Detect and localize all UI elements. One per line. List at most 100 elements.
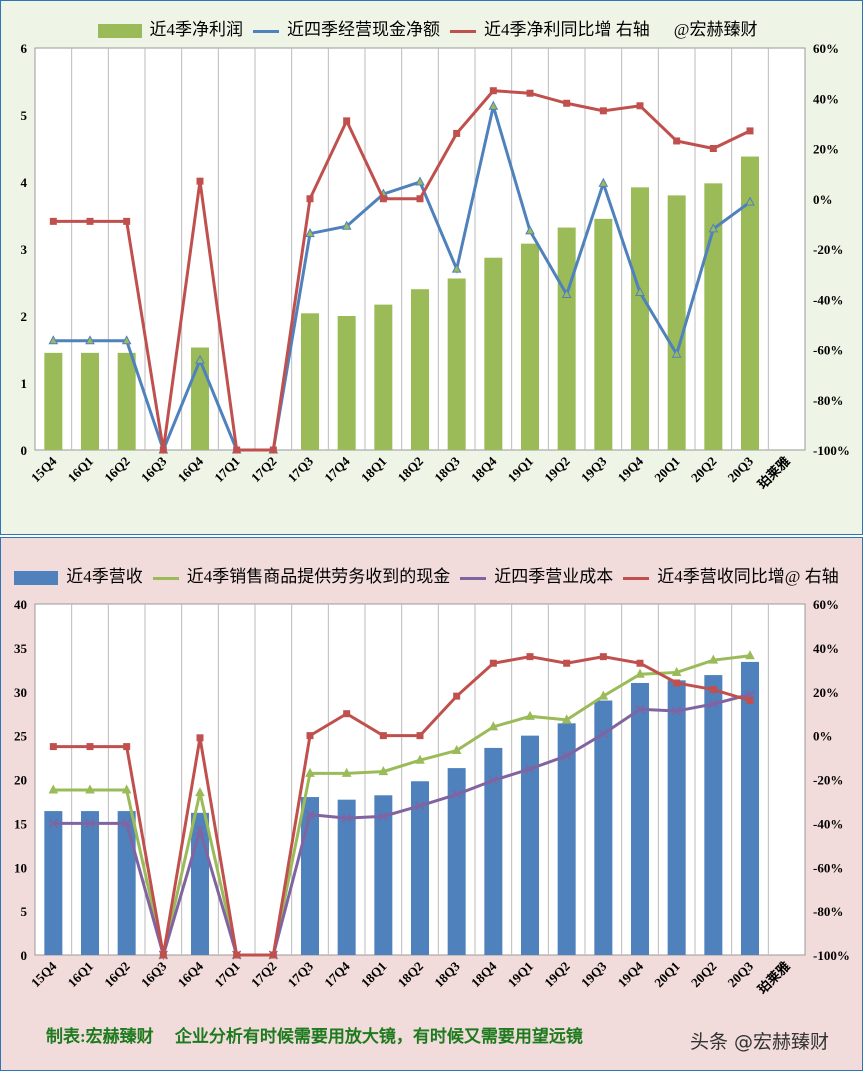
marker-近四季营业成本-19Q3: [598, 729, 608, 739]
x-tick-label: 18Q4: [468, 958, 500, 990]
marker-近4季销售商品提供劳务收到的现金-15Q4: [48, 784, 59, 794]
legend-label: 近4季净利润: [149, 20, 244, 39]
y2-tick-label: 0%: [813, 192, 833, 207]
x-tick-label: 16Q2: [101, 454, 133, 486]
bar-18Q2: [411, 781, 429, 955]
marker-近4季营收同比增@右轴-18Q1: [379, 732, 387, 740]
marker-近4季营收同比增@右轴-15Q4: [49, 743, 57, 751]
marker-近4季销售商品提供劳务收到的现金-19Q4: [635, 668, 645, 678]
x-tick-label: 16Q1: [65, 454, 97, 486]
y-tick-label: 0: [21, 948, 28, 963]
marker-近四季经营现金净额-18Q4: [488, 100, 499, 110]
bar-19Q1: [521, 243, 539, 450]
x-tick-label: 16Q1: [65, 959, 97, 991]
y2-tick-label: 60%: [813, 41, 839, 56]
bar-20Q3: [741, 661, 759, 955]
marker-近4季净利同比增右轴-17Q3: [306, 195, 314, 203]
series-line: [53, 654, 751, 957]
marker-近4季销售商品提供劳务收到的现金-20Q3: [745, 650, 755, 660]
marker-近4季营收同比增@右轴-20Q2: [709, 686, 717, 694]
bar-20Q1: [667, 195, 686, 450]
legend-item: 近四季经营现金净额: [253, 20, 442, 39]
y-tick-label: 35: [14, 641, 28, 656]
y2-tick-label: -20%: [813, 242, 843, 257]
bar-16Q2: [117, 811, 136, 955]
bar-16Q1: [81, 352, 99, 450]
legend-label: 近四季经营现金净额: [287, 20, 441, 39]
bar-18Q4: [484, 747, 503, 955]
watermark: 头条 @宏赫臻财: [690, 1031, 830, 1053]
marker-近4季销售商品提供劳务收到的现金-16Q1: [85, 784, 95, 794]
marker-近4季净利同比增右轴-20Q2: [709, 145, 717, 152]
y-tick-label: 30: [14, 685, 27, 700]
marker-近四季营业成本-19Q1: [525, 764, 535, 774]
x-tick-label: 18Q2: [395, 959, 427, 991]
x-tick-label: 19Q4: [615, 453, 647, 485]
marker-近四季营业成本-19Q2: [562, 751, 572, 761]
marker-近4季营收同比增@右轴-18Q4: [489, 659, 497, 667]
bar-19Q4: [631, 682, 649, 955]
marker-近4季销售商品提供劳务收到的现金-19Q1: [525, 710, 535, 720]
marker-近4季销售商品提供劳务收到的现金-19Q3: [598, 690, 609, 700]
bar-18Q1: [374, 795, 393, 955]
legend-label: 近4季净利同比增 右轴: [484, 20, 650, 39]
y2-tick-label: -60%: [813, 343, 843, 358]
series-line: [53, 100, 751, 455]
x-tick-label: 16Q4: [175, 958, 207, 990]
y2-tick-label: -100%: [813, 948, 850, 963]
x-tick-label: 19Q3: [578, 453, 610, 485]
marker-近4季净利同比增右轴-17Q4: [343, 117, 351, 125]
marker-近4季净利同比增右轴-18Q1: [379, 195, 387, 203]
marker-近4季销售商品提供劳务收到的现金-18Q3: [451, 744, 462, 755]
x-tick-label: 20Q1: [651, 454, 683, 486]
bar-18Q1: [374, 304, 393, 450]
x-tick-label: 20Q2: [688, 959, 720, 991]
y2-tick-label: 60%: [813, 597, 839, 612]
marker-近四季经营现金净额-16Q4: [195, 354, 205, 364]
marker-近四季营业成本-17Q3: [305, 810, 315, 820]
legend-swatch: [253, 29, 280, 33]
marker-近4季销售商品提供劳务收到的现金-19Q2: [561, 714, 572, 724]
bar-19Q4: [631, 187, 649, 451]
legend-author: @宏赫臻财: [673, 20, 758, 39]
legend-label: 近4季销售商品提供劳务收到的现金: [186, 567, 451, 586]
y-tick-label: 25: [14, 729, 28, 744]
y-tick-label: 1: [21, 376, 28, 391]
y2-tick-label: 40%: [813, 91, 839, 106]
y-tick-label: 5: [21, 904, 28, 919]
x-tick-label: 珀莱雅: [755, 454, 793, 492]
marker-近四季经营现金净额-18Q3: [451, 263, 462, 273]
y2-tick-label: 0%: [813, 729, 833, 744]
legend-label: 近四季营业成本: [494, 567, 614, 586]
marker-近4季营收同比增@右轴-16Q4: [196, 734, 204, 742]
bar-19Q2: [557, 723, 576, 955]
x-tick-label: 19Q3: [578, 958, 610, 990]
marker-近4季销售商品提供劳务收到的现金-18Q4: [488, 721, 499, 731]
x-tick-label: 19Q2: [541, 454, 573, 486]
bar-20Q1: [667, 680, 686, 955]
y2-tick-label: -60%: [813, 860, 843, 875]
bar-18Q3: [447, 768, 466, 955]
marker-近4季净利同比增右轴-19Q4: [636, 102, 644, 110]
x-tick-label: 15Q4: [28, 453, 60, 485]
x-tick-label: 19Q2: [541, 959, 573, 991]
bar-17Q3: [301, 313, 319, 450]
bar-19Q1: [521, 735, 539, 955]
legend-item: 近4季营收: [14, 567, 145, 586]
y-tick-label: 15: [14, 816, 28, 831]
marker-近四季经营现金净额-20Q3: [745, 196, 755, 206]
marker-近4季净利同比增右轴-16Q1: [86, 217, 94, 225]
series-line: [53, 89, 751, 452]
marker-近四季经营现金净额-18Q2: [415, 176, 425, 186]
y-tick-label: 6: [21, 41, 28, 56]
bar-20Q2: [704, 675, 723, 955]
bar-17Q4: [337, 316, 356, 450]
bar-19Q3: [594, 700, 613, 955]
legend-label: 近4季营收同比增@ 右轴: [657, 567, 839, 586]
marker-近4季净利同比增右轴-18Q2: [416, 195, 424, 203]
y-tick-label: 5: [21, 108, 28, 123]
legend-item: 近4季净利同比增 右轴: [450, 20, 652, 39]
marker-近4季营收同比增@右轴-18Q3: [453, 692, 461, 700]
y-tick-label: 10: [14, 860, 27, 875]
